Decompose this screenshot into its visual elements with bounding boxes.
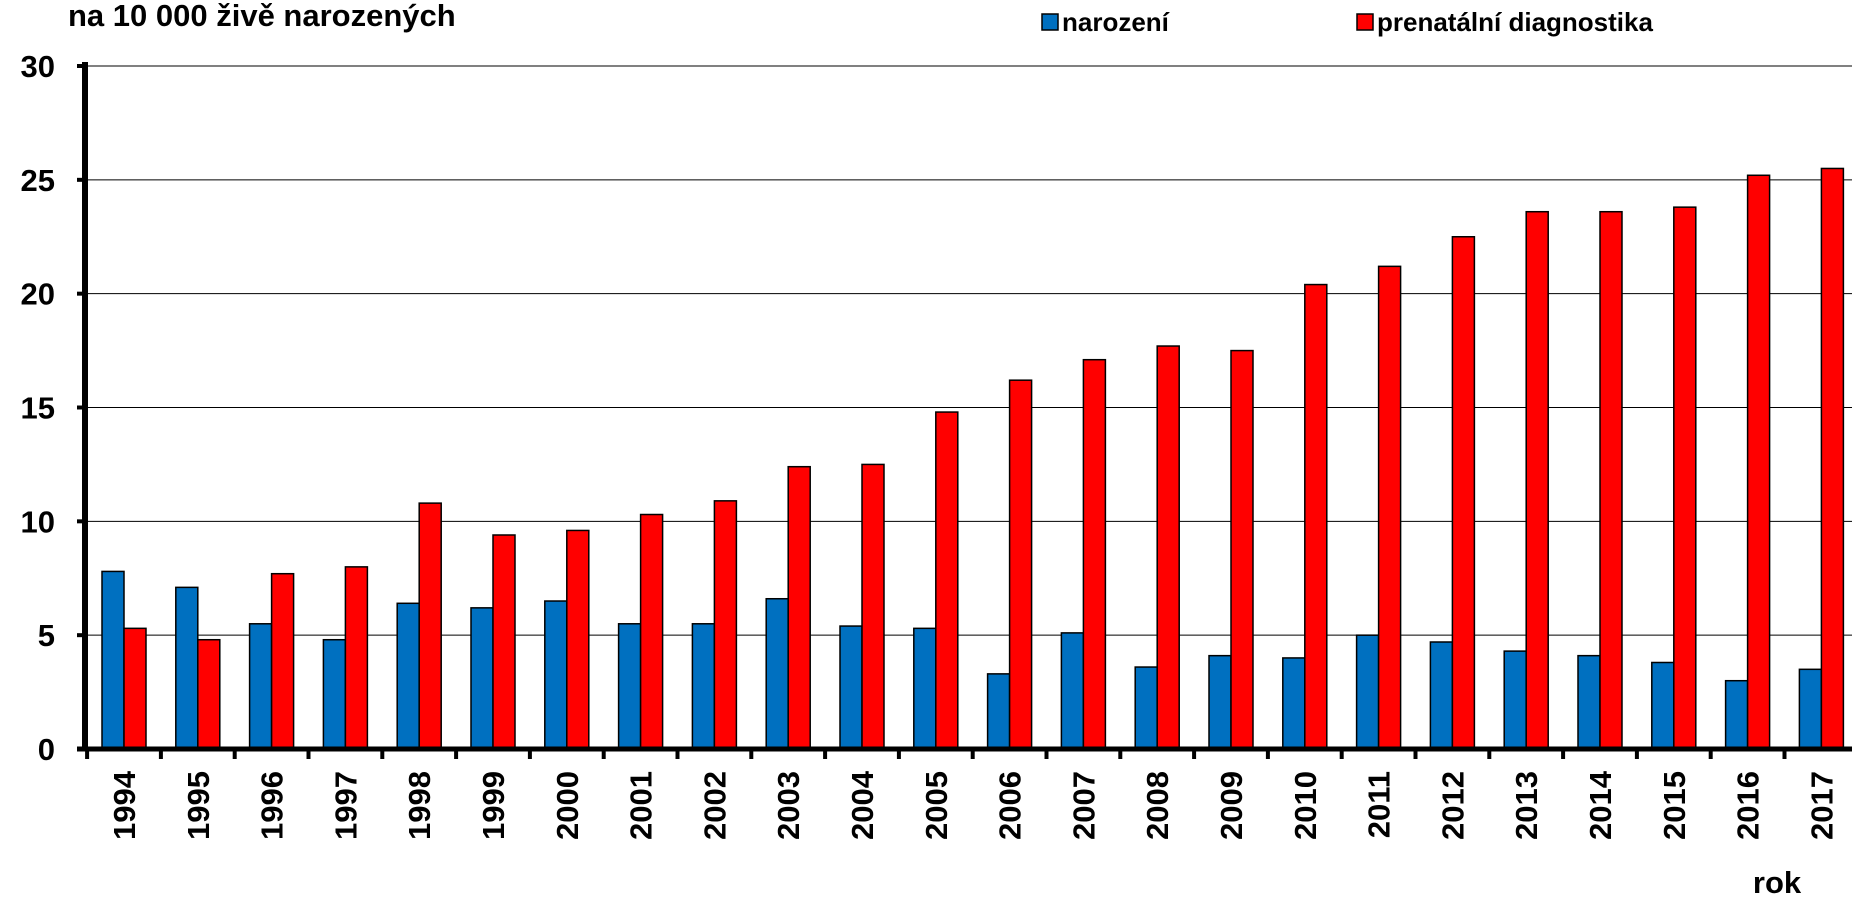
bar	[1599, 210, 1623, 750]
bar	[1503, 650, 1527, 750]
x-tick-label: 2010	[1288, 771, 1323, 840]
bar	[839, 625, 863, 750]
y-tick-label: 15	[21, 391, 55, 426]
bar	[1820, 167, 1845, 750]
bar	[344, 566, 369, 750]
x-tick-label: 2017	[1804, 771, 1839, 840]
x-tick-label: 2015	[1657, 771, 1692, 840]
bar	[1724, 679, 1749, 750]
bar	[248, 623, 273, 750]
bar	[1208, 654, 1232, 750]
bar	[1282, 657, 1306, 750]
bar	[935, 411, 959, 750]
bar	[1429, 641, 1454, 750]
bar	[1355, 634, 1380, 750]
y-tick-label: 25	[21, 163, 55, 198]
bar	[861, 463, 885, 750]
bar	[1525, 210, 1549, 750]
bar	[123, 627, 147, 750]
bar	[322, 638, 347, 750]
bar	[1134, 666, 1158, 750]
bar	[713, 500, 738, 750]
bar	[1082, 358, 1107, 750]
x-tick-label: 2011	[1362, 771, 1397, 838]
bar	[470, 607, 494, 750]
bar	[566, 529, 590, 750]
bar	[986, 673, 1011, 750]
bar	[492, 534, 516, 750]
x-tick-label: 2007	[1066, 771, 1101, 840]
x-tick-label: 2004	[845, 770, 880, 840]
y-tick-label: 5	[38, 618, 55, 653]
x-tick-label: 2013	[1509, 771, 1544, 840]
bar	[270, 572, 295, 750]
bar	[1060, 632, 1085, 750]
bar	[418, 502, 442, 750]
y-tick-label: 0	[38, 732, 55, 767]
bar	[1798, 668, 1823, 750]
x-tick-label: 2005	[919, 771, 954, 840]
x-tick-label: 2000	[550, 771, 585, 840]
bar	[617, 623, 642, 750]
bar	[1577, 654, 1601, 750]
x-tick-label: 2014	[1583, 770, 1618, 840]
x-tick-label: 2008	[1140, 771, 1175, 840]
x-tick-label: 2009	[1214, 771, 1249, 840]
bar	[396, 602, 420, 750]
bar	[787, 465, 811, 750]
x-tick-label: 1999	[476, 771, 511, 840]
x-tick-label: 1996	[255, 771, 290, 840]
bar	[1451, 236, 1476, 750]
bar	[1008, 379, 1033, 750]
x-tick-label: 1997	[328, 771, 363, 840]
x-tick-label: 2001	[624, 771, 659, 840]
bar	[1673, 206, 1697, 750]
bar	[1746, 174, 1771, 750]
x-tick-label: 2012	[1435, 771, 1470, 840]
legend-swatch	[1041, 13, 1059, 31]
bar	[175, 586, 199, 750]
legend-swatch	[1356, 13, 1374, 31]
bar	[691, 623, 716, 750]
legend-label: narození	[1062, 7, 1170, 37]
x-tick-label: 1994	[107, 770, 142, 840]
bar	[1230, 349, 1254, 750]
x-tick-label: 2002	[697, 771, 732, 840]
bar	[101, 570, 125, 750]
bar	[913, 627, 937, 750]
bar	[1377, 265, 1402, 750]
bar	[1651, 661, 1675, 750]
x-tick-label: 2016	[1731, 771, 1766, 840]
y-tick-label: 30	[21, 49, 55, 84]
bar	[1304, 283, 1328, 750]
legend-label: prenatální diagnostika	[1377, 7, 1653, 37]
bar	[1156, 345, 1180, 750]
bar	[197, 638, 221, 750]
x-tick-label: 1998	[402, 771, 437, 840]
bar	[765, 597, 789, 750]
y-tick-label: 10	[21, 504, 55, 539]
y-tick-label: 20	[21, 277, 55, 312]
bar	[639, 513, 664, 750]
x-tick-label: 2006	[993, 771, 1028, 840]
chart-title: na 10 000 živě narozených	[68, 0, 456, 33]
x-axis-label: rok	[1753, 865, 1802, 900]
x-tick-label: 2003	[771, 771, 806, 840]
x-tick-label: 1995	[181, 771, 216, 840]
bar	[544, 600, 568, 750]
